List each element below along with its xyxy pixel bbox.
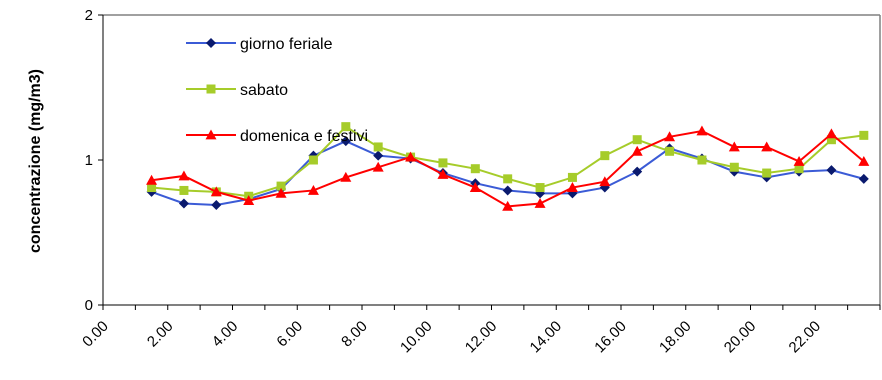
legend-item-2: sabato <box>186 82 288 99</box>
data-point-marker <box>859 130 869 140</box>
x-tick-label: 16.00 <box>591 318 630 357</box>
data-point-marker <box>858 155 870 166</box>
data-point-marker <box>437 169 449 179</box>
x-tick-label: 22.00 <box>786 318 825 357</box>
data-point-marker <box>502 185 513 196</box>
x-tick-label: 10.00 <box>397 318 436 357</box>
x-tick-label: 6.00 <box>273 318 306 351</box>
legend-label: domenica e festivi <box>240 128 368 145</box>
data-point-marker <box>600 151 610 161</box>
legend-item-1: giorno feriale <box>186 36 333 53</box>
x-tick-label: 8.00 <box>338 318 371 351</box>
y-tick-label: 1 <box>85 152 93 169</box>
data-point-marker <box>632 166 643 177</box>
y-tick-label: 0 <box>85 297 93 314</box>
data-point-marker <box>534 198 546 208</box>
data-point-marker <box>372 161 384 172</box>
data-point-marker <box>206 84 216 94</box>
data-point-marker <box>147 183 157 193</box>
data-point-marker <box>438 158 448 168</box>
data-point-marker <box>503 174 513 184</box>
data-point-marker <box>340 171 352 182</box>
data-point-marker <box>502 200 514 211</box>
x-tick-label: 12.00 <box>462 318 501 357</box>
data-point-marker <box>729 162 739 172</box>
data-point-marker <box>341 122 351 132</box>
legend-label: sabato <box>240 82 288 99</box>
x-axis-ticks: 0.00 2.00 4.00 6.00 8.00 10.00 12.00 14.00 16.00… <box>79 305 881 357</box>
data-point-marker <box>664 131 676 142</box>
series-3 <box>146 125 870 211</box>
data-point-marker <box>211 199 222 210</box>
data-point-marker <box>825 128 837 139</box>
data-point-marker <box>761 141 773 152</box>
data-point-marker <box>696 125 708 136</box>
legend-label: giorno feriale <box>240 36 333 53</box>
data-point-marker <box>276 181 286 191</box>
data-point-marker <box>665 146 675 156</box>
data-point-marker <box>858 173 869 184</box>
data-point-marker <box>307 184 319 195</box>
x-tick-label: 2.00 <box>144 318 177 351</box>
data-point-marker <box>599 176 611 187</box>
data-point-marker <box>210 186 222 197</box>
axes <box>102 14 881 306</box>
data-point-marker <box>826 135 836 145</box>
data-point-marker <box>405 151 417 162</box>
x-tick-label: 4.00 <box>209 318 242 351</box>
y-tick-label: 2 <box>85 7 93 24</box>
y-axis-title: concentrazione (mg/m3) <box>27 69 44 253</box>
data-point-marker <box>373 142 383 152</box>
x-tick-label: 20.00 <box>721 318 760 357</box>
data-point-marker <box>567 172 577 182</box>
data-point-marker <box>469 182 481 192</box>
data-point-marker <box>373 150 384 161</box>
data-point-marker <box>243 195 255 205</box>
data-point-marker <box>340 136 351 147</box>
data-point-marker <box>178 198 189 209</box>
x-tick-label: 14.00 <box>527 318 566 357</box>
data-point-marker <box>146 174 158 185</box>
data-point-marker <box>275 187 287 198</box>
legend-item-3: domenica e festivi <box>186 128 368 145</box>
data-point-marker <box>179 185 189 195</box>
data-point-marker <box>632 135 642 145</box>
data-point-marker <box>631 145 643 156</box>
data-point-marker <box>826 165 837 176</box>
data-point-marker <box>697 155 707 165</box>
data-point-marker <box>535 183 545 193</box>
data-point-marker <box>308 155 318 165</box>
data-point-marker <box>206 38 216 48</box>
series-2 <box>147 122 869 201</box>
data-point-marker <box>793 155 805 166</box>
data-point-marker <box>205 129 217 140</box>
data-point-marker <box>762 168 772 178</box>
data-point-marker <box>566 182 578 192</box>
x-tick-label: 0.00 <box>79 318 112 351</box>
series-layer <box>146 122 870 211</box>
x-tick-label: 18.00 <box>656 318 695 357</box>
y-axis-ticks: 0 1 2 <box>85 7 103 314</box>
data-point-marker <box>178 170 190 181</box>
data-point-marker <box>794 164 804 174</box>
data-point-marker <box>728 141 740 152</box>
legend: giorno feriale sabato domenica e festivi <box>186 36 368 145</box>
data-point-marker <box>470 164 480 174</box>
